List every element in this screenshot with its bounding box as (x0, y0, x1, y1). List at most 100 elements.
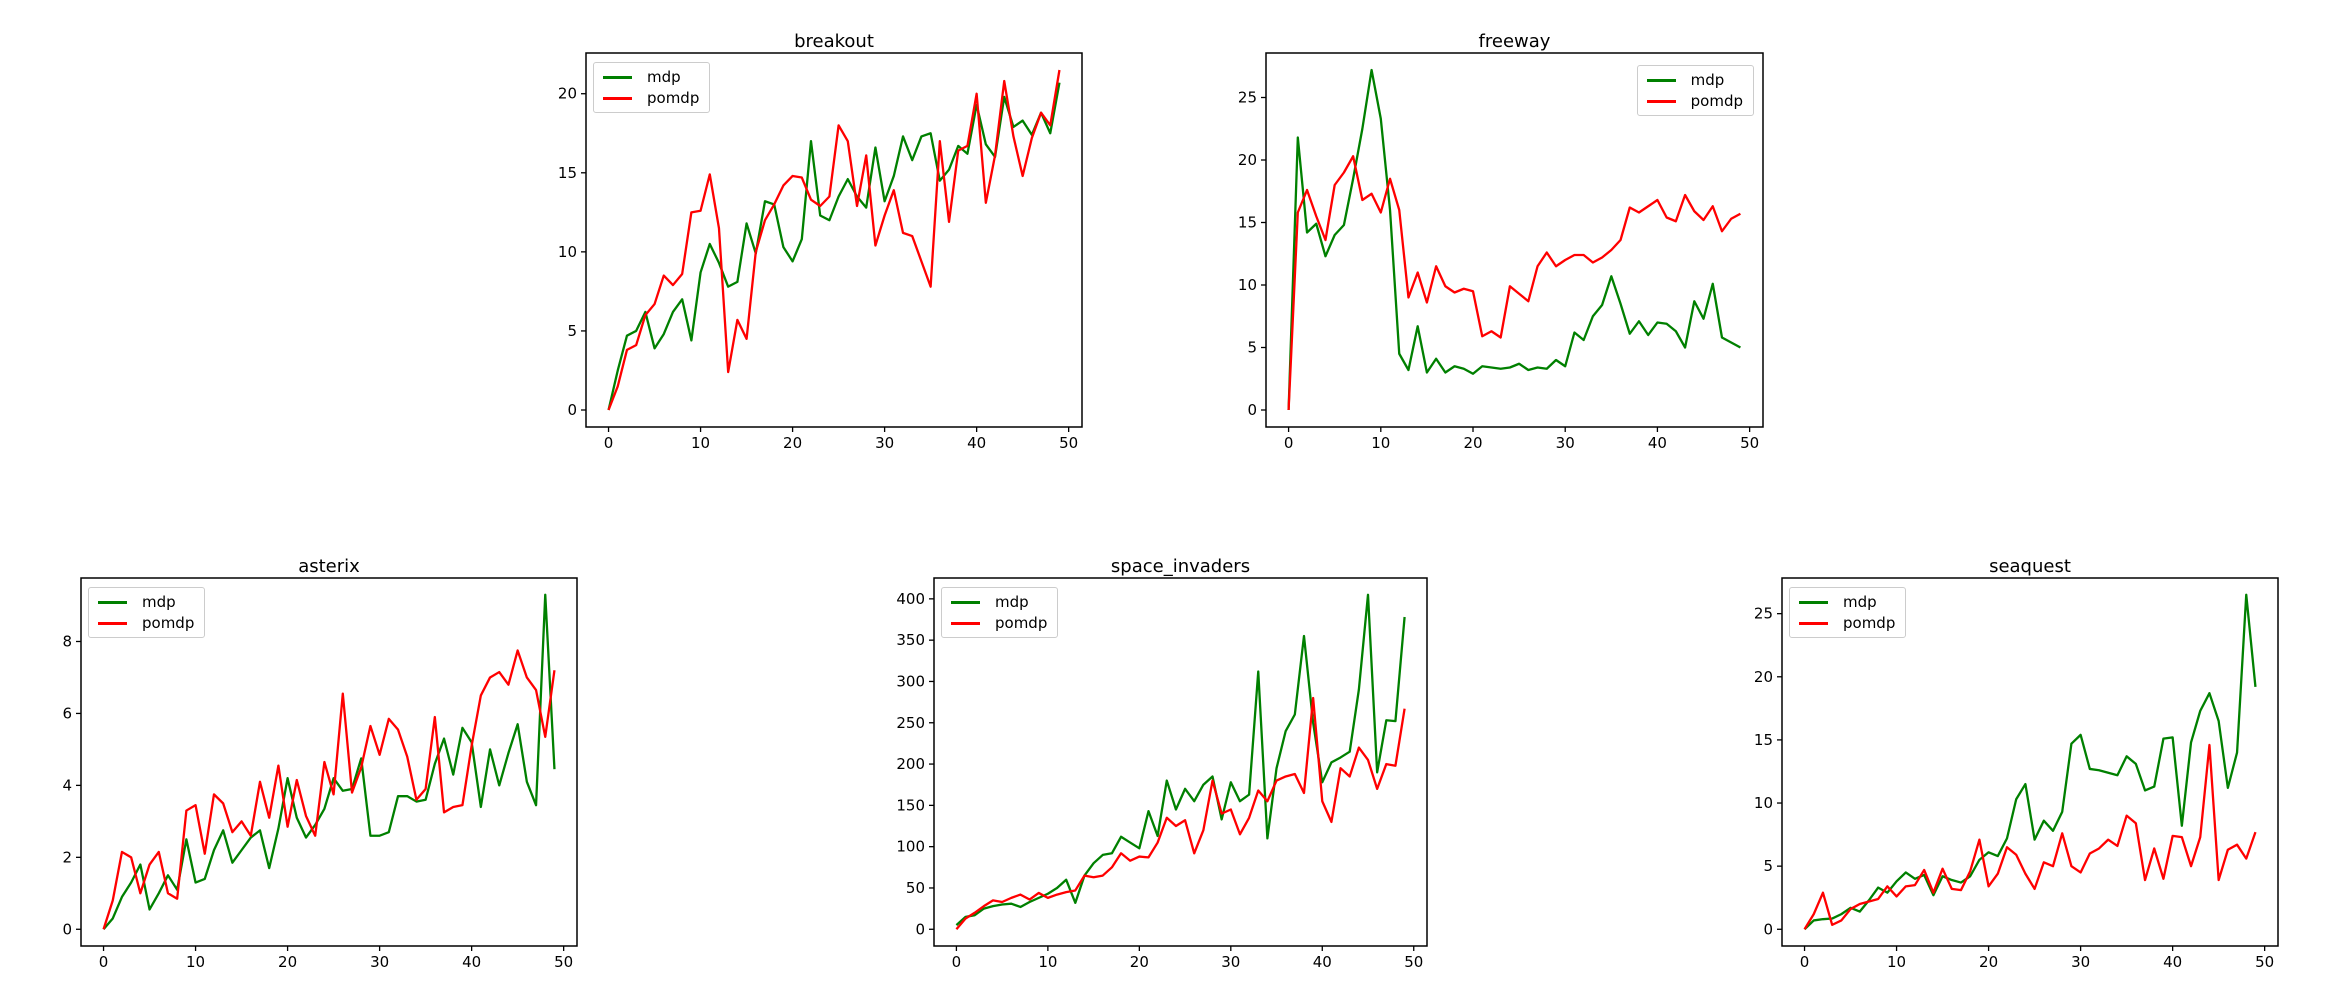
legend-row: pomdp (1799, 614, 1895, 632)
plot-area: 0 10 20 30 40 50 0 50 100 150 200 250 300 350 400 (896, 577, 1428, 971)
y-tick-label: 350 (896, 631, 925, 649)
x-tick-label: 40 (462, 953, 481, 971)
series-line-pomdp (1287, 155, 1741, 411)
chart-breakout: breakout 0 10 20 30 40 50 0 5 10 15 20 mdp pomdp (526, 17, 1097, 472)
y-tick-label: 250 (896, 714, 925, 732)
chart-title: asterix (298, 556, 360, 577)
legend: mdp pomdp (593, 62, 711, 113)
series-line-pomdp (1803, 743, 2257, 930)
legend: mdp pomdp (1636, 65, 1754, 116)
y-tick-label: 300 (896, 672, 925, 690)
legend-row: mdp (951, 593, 1047, 611)
plot-frame (1265, 52, 1764, 428)
x-tick-label: 30 (2071, 953, 2090, 971)
x-tick-label: 0 (952, 953, 962, 971)
y-tick-label: 20 (1238, 151, 1257, 169)
y-tick-label: 100 (896, 838, 925, 856)
legend-line-mdp (1799, 600, 1828, 604)
y-tick-label: 8 (62, 632, 72, 650)
x-tick-label: 40 (967, 434, 986, 452)
series-line-mdp (102, 593, 556, 931)
y-tick-label: 10 (558, 243, 577, 261)
series-line-mdp (955, 593, 1406, 926)
legend: mdp pomdp (941, 587, 1059, 638)
legend-line-mdp (1646, 78, 1676, 82)
y-tick-label: 15 (1238, 214, 1257, 232)
x-tick-label: 10 (1371, 434, 1390, 452)
y-tick-label: 50 (906, 879, 925, 897)
series-line-pomdp (102, 649, 556, 930)
legend-line-mdp (603, 75, 632, 79)
x-tick-label: 0 (1284, 434, 1294, 452)
y-tick-label: 15 (1754, 731, 1773, 749)
chart-seaquest: seaquest 0 10 20 30 40 50 0 5 10 15 20 25 mdp pomdp (1722, 542, 2293, 991)
legend-line-mdp (951, 600, 980, 604)
legend-label-mdp: mdp (142, 593, 176, 611)
y-tick-label: 10 (1238, 276, 1257, 294)
plot-area: 0 10 20 30 40 50 0 5 10 15 20 (558, 52, 1083, 452)
x-tick-label: 20 (1979, 953, 1998, 971)
x-tick-label: 40 (1648, 434, 1667, 452)
legend: mdp pomdp (88, 587, 206, 638)
plot-area: 0 10 20 30 40 50 0 5 10 15 20 25 (1238, 52, 1764, 452)
series-line-mdp (1287, 68, 1741, 411)
y-tick-label: 10 (1754, 794, 1773, 812)
chart-asterix: asterix 0 10 20 30 40 50 0 2 4 6 8 mdp pomdp (21, 542, 592, 991)
x-tick-label: 30 (1556, 434, 1575, 452)
y-tick-label: 25 (1754, 605, 1773, 623)
legend-label-mdp: mdp (647, 68, 681, 86)
legend-row: pomdp (951, 614, 1047, 632)
legend-row: mdp (1646, 71, 1743, 89)
chart-freeway: freeway 0 10 20 30 40 50 0 5 10 15 20 25 mdp pomdp (1206, 17, 1778, 472)
x-tick-label: 0 (1800, 953, 1810, 971)
x-tick-label: 50 (1404, 953, 1423, 971)
legend-label-pomdp: pomdp (142, 614, 195, 632)
x-tick-label: 50 (2255, 953, 2274, 971)
legend-row: mdp (98, 593, 194, 611)
plot-frame (80, 577, 578, 947)
legend-row: mdp (1799, 593, 1895, 611)
legend-label-mdp: mdp (995, 593, 1029, 611)
legend-line-pomdp (1646, 99, 1676, 103)
x-tick-label: 40 (1313, 953, 1332, 971)
y-tick-label: 0 (62, 920, 72, 938)
chart-title: space_invaders (1110, 556, 1251, 577)
x-tick-label: 20 (278, 953, 297, 971)
x-tick-label: 0 (604, 434, 614, 452)
x-tick-label: 50 (1059, 434, 1078, 452)
legend-row: pomdp (1646, 92, 1743, 110)
legend-label-pomdp: pomdp (647, 89, 700, 107)
x-tick-label: 50 (554, 953, 573, 971)
legend-row: pomdp (603, 89, 699, 107)
x-tick-label: 10 (186, 953, 205, 971)
chart-title: breakout (794, 31, 874, 52)
chart-space-invaders: space_invaders 0 10 20 30 40 50 0 50 100 150 200 25… (874, 542, 1442, 991)
x-tick-label: 30 (1221, 953, 1240, 971)
y-tick-label: 6 (62, 704, 72, 722)
y-tick-label: 20 (1754, 668, 1773, 686)
plot-frame (1781, 577, 2279, 947)
chart-title: seaquest (1989, 556, 2071, 577)
legend-label-pomdp: pomdp (1843, 614, 1896, 632)
x-tick-label: 20 (1463, 434, 1482, 452)
y-tick-label: 5 (1247, 339, 1257, 357)
plot-frame (933, 577, 1428, 947)
y-tick-label: 400 (896, 590, 925, 608)
y-tick-label: 200 (896, 755, 925, 773)
y-tick-label: 2 (62, 848, 72, 866)
x-tick-label: 10 (691, 434, 710, 452)
x-tick-label: 20 (783, 434, 802, 452)
y-tick-label: 20 (558, 85, 577, 103)
x-tick-label: 0 (99, 953, 109, 971)
plot-area: 0 10 20 30 40 50 0 5 10 15 20 25 (1754, 577, 2279, 971)
legend-row: pomdp (98, 614, 194, 632)
y-tick-label: 0 (567, 401, 577, 419)
legend-line-pomdp (951, 621, 980, 625)
y-tick-label: 25 (1238, 89, 1257, 107)
legend: mdp pomdp (1789, 587, 1907, 638)
legend-line-pomdp (1799, 621, 1828, 625)
series-line-mdp (1803, 593, 2257, 931)
legend-line-pomdp (98, 621, 127, 625)
y-tick-label: 4 (62, 776, 72, 794)
